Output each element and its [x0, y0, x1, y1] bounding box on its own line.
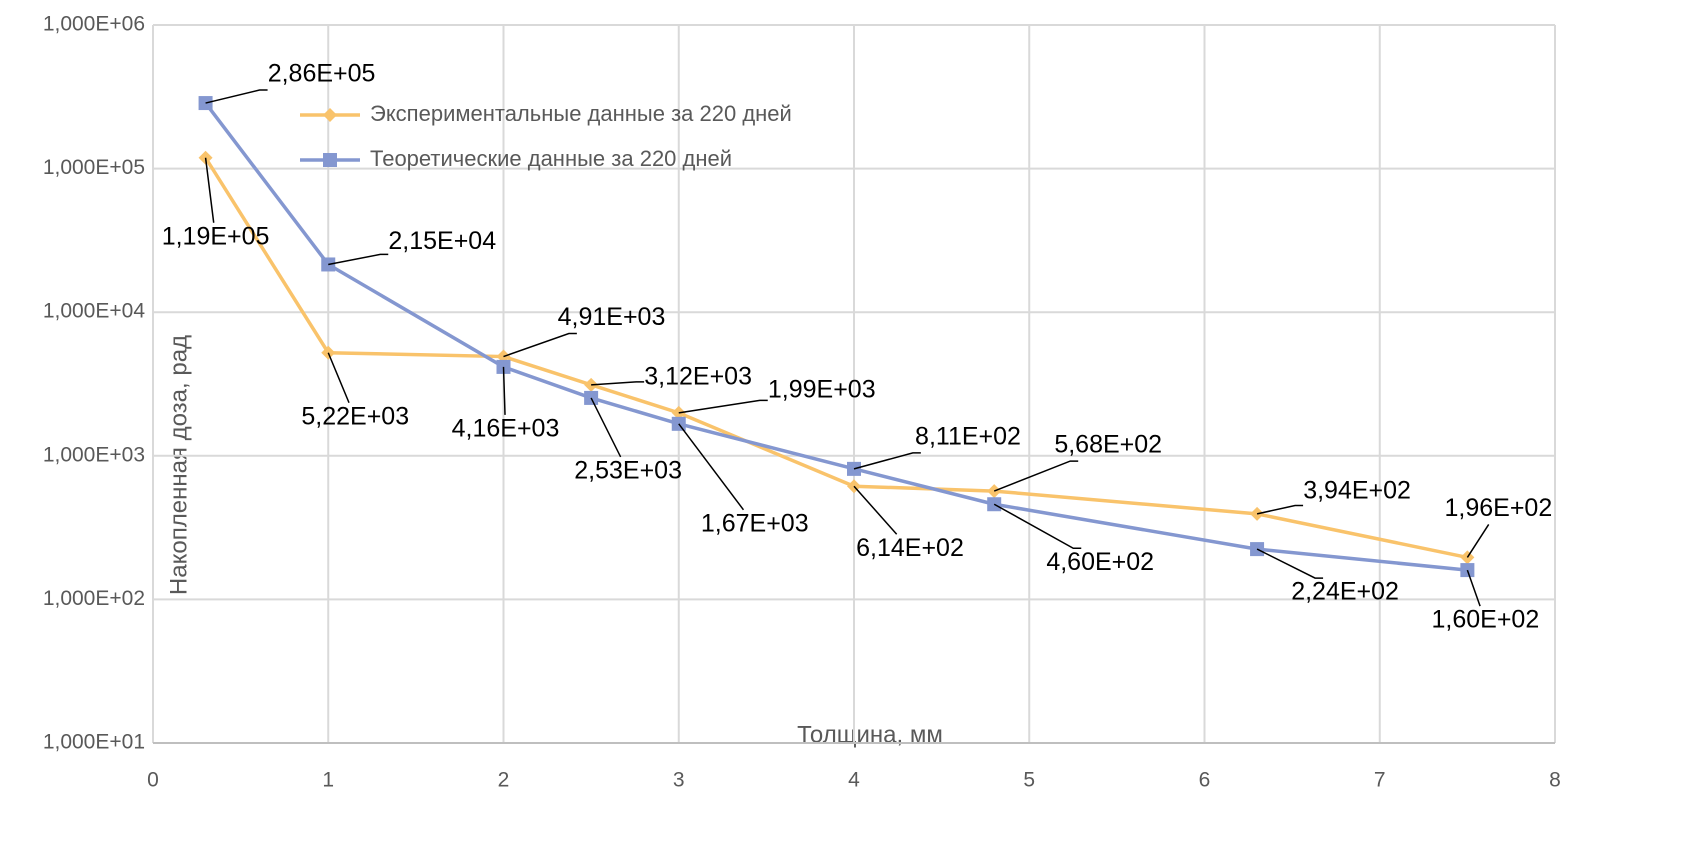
y-tick-label: 1,000E+02 — [43, 587, 145, 610]
data-label: 2,24E+02 — [1291, 578, 1399, 606]
leader-line — [853, 485, 898, 535]
y-tick-label: 1,000E+06 — [43, 13, 145, 36]
x-tick-label: 7 — [1374, 769, 1386, 792]
data-label: 2,86E+05 — [268, 60, 376, 88]
leader-line — [328, 253, 389, 266]
leader-line — [205, 89, 268, 104]
y-tick-label: 1,000E+04 — [43, 300, 146, 323]
data-label: 1,67E+03 — [701, 509, 809, 537]
legend-marker — [323, 153, 337, 167]
x-tick-label: 6 — [1199, 769, 1211, 792]
legend-marker — [323, 108, 337, 122]
leader-line — [678, 423, 745, 511]
data-label: 5,68E+02 — [1054, 431, 1162, 459]
leader-line — [204, 157, 215, 223]
x-tick-label: 4 — [848, 769, 860, 792]
data-label: 2,53E+03 — [574, 457, 682, 485]
x-tick-label: 5 — [1023, 769, 1035, 792]
y-tick-label: 1,000E+03 — [43, 443, 145, 466]
y-axis-title: Накопленная доза, рад — [165, 335, 192, 595]
x-tick-label: 0 — [147, 769, 159, 792]
data-label: 4,91E+03 — [558, 303, 666, 331]
y-tick-label: 1,000E+05 — [43, 156, 145, 179]
data-label: 4,60E+02 — [1046, 548, 1154, 576]
x-tick-label: 3 — [673, 769, 685, 792]
data-label: 3,94E+02 — [1303, 476, 1411, 504]
leader-line — [1466, 524, 1490, 558]
leader-line — [1256, 548, 1324, 579]
data-label: 1,99E+03 — [768, 375, 876, 403]
legend-label: Экспериментальные данные за 220 дней — [370, 101, 792, 126]
data-label: 2,15E+04 — [388, 227, 496, 255]
data-label: 5,22E+03 — [301, 402, 409, 430]
series-line — [204, 156, 1468, 560]
leader-line — [1466, 569, 1481, 607]
data-label: 8,11E+02 — [915, 422, 1021, 450]
legend-label: Теоретические данные за 220 дней — [370, 146, 732, 171]
leader-line — [502, 366, 506, 415]
leader-line — [327, 352, 350, 404]
x-axis-title: Толщина, мм — [797, 721, 943, 748]
data-label: 1,96E+02 — [1445, 494, 1553, 522]
leader-line — [853, 452, 921, 470]
x-tick-label: 2 — [498, 769, 510, 792]
leader-line — [590, 397, 622, 458]
leader-line — [993, 503, 1082, 549]
leader-line — [993, 460, 1079, 492]
series-line — [204, 102, 1468, 572]
leader-line — [1256, 504, 1304, 515]
x-tick-label: 8 — [1549, 769, 1561, 792]
data-label: 4,16E+03 — [452, 415, 560, 443]
y-tick-label: 1,000E+01 — [43, 731, 145, 754]
data-label: 1,60E+02 — [1432, 606, 1540, 634]
data-label: 1,19E+05 — [162, 222, 270, 250]
leader-line — [678, 399, 768, 414]
x-tick-label: 1 — [322, 769, 334, 792]
data-label: 3,12E+03 — [644, 362, 752, 390]
leader-line — [591, 381, 645, 386]
data-label: 6,14E+02 — [856, 534, 964, 562]
leader-line — [503, 332, 577, 358]
